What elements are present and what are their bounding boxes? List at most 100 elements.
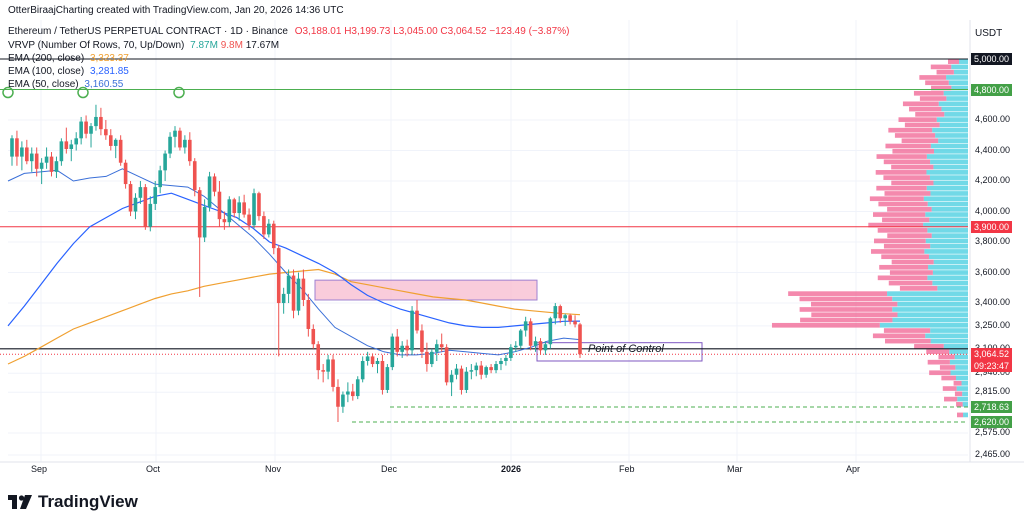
vp-bar-up xyxy=(927,201,968,207)
candle-body xyxy=(449,374,454,383)
candle-body xyxy=(518,330,523,346)
legend-ema50[interactable]: EMA (50, close) 3,160.55 xyxy=(8,79,123,91)
vp-bar-down xyxy=(953,380,962,386)
candle-body xyxy=(79,121,83,139)
vp-bar-down xyxy=(878,201,928,207)
candle-body xyxy=(558,306,563,319)
candle-body xyxy=(301,278,306,300)
candle-body xyxy=(578,324,582,355)
candle-body xyxy=(390,336,395,368)
candle-body xyxy=(276,248,281,304)
candle-body xyxy=(227,199,232,223)
candle-body xyxy=(148,203,153,227)
legend-ema100[interactable]: EMA (100, close) 3,281.85 xyxy=(8,66,129,78)
price-tick: 2,815.00 xyxy=(975,386,1011,397)
candle-body xyxy=(49,156,54,172)
vp-bar-down xyxy=(894,133,936,138)
vp-bar-up xyxy=(925,238,968,244)
legend-vrvp[interactable]: VRVP (Number Of Rows, 70, Up/Down) 7.87M… xyxy=(8,40,279,52)
vp-bar-up xyxy=(926,170,968,175)
vp-bar-down xyxy=(942,386,957,391)
candle-body xyxy=(271,223,276,249)
candle-body xyxy=(568,315,572,322)
candle-body xyxy=(351,391,355,397)
ema200-label: EMA (200, close) xyxy=(8,53,85,64)
candle-body xyxy=(311,328,316,345)
candle-body xyxy=(385,367,390,390)
currency-label: USDT xyxy=(975,28,1003,39)
time-tick: Feb xyxy=(619,464,635,474)
candle-body xyxy=(94,116,98,127)
candle-body xyxy=(474,365,479,371)
high-marker xyxy=(173,86,185,99)
vp-bar-down xyxy=(889,270,933,275)
candle-body xyxy=(74,138,79,145)
symbol-name[interactable]: Ethereum / TetherUS PERPETUAL CONTRACT ·… xyxy=(8,26,288,37)
vp-bar-up xyxy=(949,349,968,354)
candle-body xyxy=(494,364,498,371)
candle-body xyxy=(464,371,469,390)
price-tick: 4,200.00 xyxy=(975,175,1011,186)
candle-body xyxy=(489,367,493,371)
price-label: 3,900.00 xyxy=(971,220,1013,233)
candle-body xyxy=(573,321,577,325)
candle-body xyxy=(84,121,88,134)
tradingview-brand: TradingView xyxy=(38,492,138,511)
vp-bar-down xyxy=(885,338,931,344)
price-tick: 3,400.00 xyxy=(975,297,1011,308)
ohlc-change: −123.49 (−3.87%) xyxy=(489,26,570,37)
candle-body xyxy=(168,136,172,154)
price-tick: 2,465.00 xyxy=(975,449,1011,459)
price-label: 2,718.63 xyxy=(971,400,1013,413)
price-label: 09:23:47 xyxy=(971,360,1013,373)
tradingview-logo[interactable]: TradingView xyxy=(8,492,138,512)
ema-lines xyxy=(7,168,581,365)
vp-bar-down xyxy=(898,117,937,122)
high-marker xyxy=(2,86,14,99)
candle-body xyxy=(242,202,246,215)
vp-bar-down xyxy=(925,80,949,86)
candle-body xyxy=(207,176,212,207)
vp-bar-up xyxy=(953,69,968,75)
vp-bar-down xyxy=(883,243,931,249)
vp-bar-up xyxy=(930,143,968,149)
vp-bar-up xyxy=(930,328,968,333)
candle-body xyxy=(341,394,345,407)
vp-bar-up xyxy=(932,127,968,133)
time-tick: Dec xyxy=(381,464,398,474)
candle-body xyxy=(454,368,459,375)
vp-bar-up xyxy=(931,206,968,212)
chart-markers xyxy=(2,86,185,99)
vp-bar-down xyxy=(875,170,927,175)
vp-bar-up xyxy=(926,154,968,159)
legend-ema200[interactable]: EMA (200, close) 3,323.37 xyxy=(8,53,129,65)
vp-bar-up xyxy=(933,180,968,186)
vp-bar-down xyxy=(919,75,947,80)
vp-bar-up xyxy=(943,344,968,349)
vp-bar-up xyxy=(892,296,968,302)
vp-bar-up xyxy=(932,270,968,275)
vp-bar-up xyxy=(943,90,968,96)
candle-body xyxy=(548,318,553,345)
vp-bar-up xyxy=(956,386,968,391)
candle-body xyxy=(123,162,128,185)
vp-bar-up xyxy=(949,359,968,365)
vp-bar-up xyxy=(933,164,968,170)
candle-body xyxy=(183,139,187,148)
vp-bar-down xyxy=(877,228,928,233)
vp-bar-up xyxy=(938,138,968,144)
vp-bar-up xyxy=(927,228,968,233)
ohlc-open: O3,188.01 xyxy=(294,26,342,37)
vp-bar-down xyxy=(919,96,947,101)
vp-bar-up xyxy=(887,291,968,296)
ema100-label: EMA (100, close) xyxy=(8,66,85,77)
vp-bar-down xyxy=(800,317,893,323)
candle-body xyxy=(197,190,202,238)
vp-bar-down xyxy=(954,391,963,397)
candle-body xyxy=(286,275,291,294)
candle-body xyxy=(395,336,400,352)
candle-body xyxy=(420,330,424,352)
candle-body xyxy=(138,187,143,198)
vp-bar-down xyxy=(771,322,880,328)
